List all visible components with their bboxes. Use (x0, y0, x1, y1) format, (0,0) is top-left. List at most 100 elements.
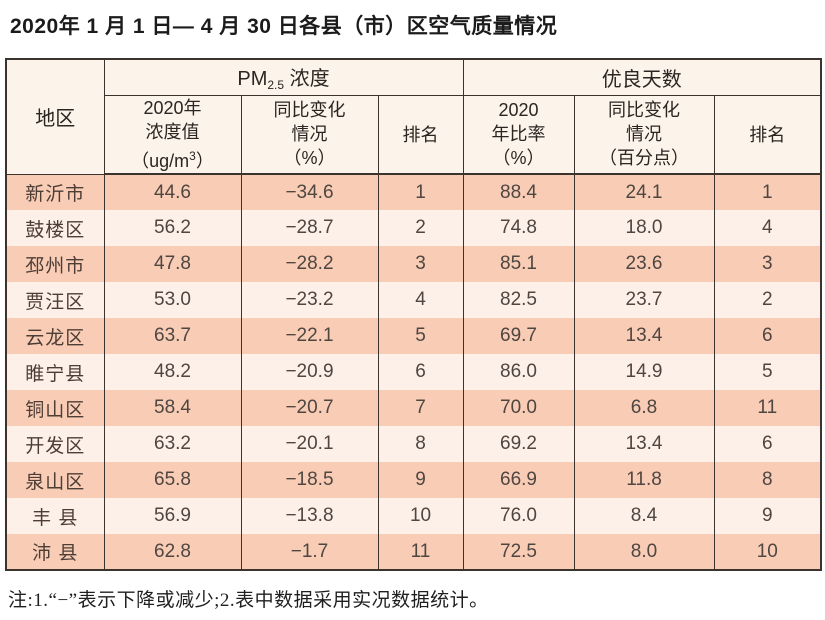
pm-change-cell: −20.1 (240, 426, 379, 462)
ratio-cell: 66.9 (462, 462, 575, 498)
ratio-cell: 72.5 (462, 534, 575, 570)
column-header-day-rank: 排名 (713, 95, 822, 175)
ratio-change-cell: 8.4 (573, 498, 715, 534)
region-cell: 泉山区 (5, 462, 105, 498)
header-line: （%） (492, 148, 545, 169)
pm-change-cell: −23.2 (240, 282, 379, 318)
ratio-cell: 82.5 (462, 282, 575, 318)
table-row: 泉山区 65.8 −18.5 9 66.9 11.8 8 (5, 462, 822, 498)
header-line: 年比率 (491, 124, 546, 145)
pm-rank-cell: 1 (377, 174, 464, 210)
table-row: 铜山区 58.4 −20.7 7 70.0 6.8 11 (5, 390, 822, 426)
header-line: 同比变化 (608, 100, 681, 121)
pm-value-cell: 48.2 (103, 354, 242, 390)
pm-change-cell: −34.6 (240, 174, 379, 210)
ratio-cell: 70.0 (462, 390, 575, 426)
ratio-change-cell: 18.0 (573, 210, 715, 246)
pm-value-cell: 58.4 (103, 390, 242, 426)
header-line: 情况 (291, 124, 328, 145)
day-rank-cell: 6 (713, 426, 822, 462)
pm-rank-cell: 10 (377, 498, 464, 534)
header-line: 2020年 (143, 97, 202, 118)
region-cell: 邳州市 (5, 246, 105, 282)
table-subheader-row: 2020年 浓度值 （ug/m3） 同比变化 情况 （%） 排名 2020 年比… (6, 95, 822, 175)
pm-value-cell: 56.9 (103, 498, 242, 534)
page-title: 2020年 1 月 1 日— 4 月 30 日各县（市）区空气质量情况 (10, 15, 558, 38)
column-header-ratio-change: 同比变化 情况 （百分点） (573, 95, 715, 175)
pm-value-cell: 53.0 (103, 282, 242, 318)
day-rank-cell: 4 (713, 210, 822, 246)
ratio-cell: 74.8 (462, 210, 575, 246)
pm-value-cell: 44.6 (103, 174, 242, 210)
header-line: 浓度值 (145, 121, 200, 142)
region-cell: 开发区 (5, 426, 105, 462)
column-header-ratio: 2020 年比率 （%） (462, 95, 575, 175)
day-rank-cell: 10 (713, 534, 822, 570)
table-row: 睢宁县 48.2 −20.9 6 86.0 14.9 5 (5, 354, 822, 390)
pm-rank-cell: 4 (377, 282, 464, 318)
header-line: （百分点） (599, 148, 690, 169)
region-cell: 铜山区 (5, 390, 105, 426)
day-rank-cell: 11 (713, 390, 822, 426)
ratio-cell: 69.7 (462, 318, 575, 354)
pm-rank-cell: 5 (377, 318, 464, 354)
ratio-change-cell: 23.7 (573, 282, 715, 318)
table-row: 邳州市 47.8 −28.2 3 85.1 23.6 3 (5, 246, 822, 282)
pm-value-cell: 62.8 (103, 534, 242, 570)
ratio-change-cell: 24.1 (573, 174, 715, 210)
day-rank-cell: 8 (713, 462, 822, 498)
header-line: （%） (283, 148, 336, 169)
pm-change-cell: −13.8 (240, 498, 379, 534)
pm-rank-cell: 11 (377, 534, 464, 570)
day-rank-cell: 2 (713, 282, 822, 318)
ratio-change-cell: 13.4 (573, 318, 715, 354)
pm-rank-cell: 2 (377, 210, 464, 246)
column-header-region: 地区 (5, 59, 105, 175)
ratio-change-cell: 14.9 (573, 354, 715, 390)
pm-rank-cell: 6 (377, 354, 464, 390)
header-line: 同比变化 (273, 100, 346, 121)
pm-change-cell: −28.7 (240, 210, 379, 246)
ratio-change-cell: 11.8 (573, 462, 715, 498)
pm-value-cell: 65.8 (103, 462, 242, 498)
column-header-pm-rank: 排名 (377, 95, 464, 175)
region-cell: 睢宁县 (5, 354, 105, 390)
pm-rank-cell: 8 (377, 426, 464, 462)
region-cell: 丰 县 (5, 498, 105, 534)
cubic-superscript: 3 (189, 148, 196, 163)
pm25-subscript: 2.5 (267, 78, 285, 93)
pm-value-cell: 63.7 (103, 318, 242, 354)
table-footnote: 注:1.“−”表示下降或减少;2.表中数据采用实况数据统计。 (8, 590, 489, 611)
pm-change-cell: −18.5 (240, 462, 379, 498)
day-rank-cell: 3 (713, 246, 822, 282)
column-group-pm25: PM2.5 浓度 (103, 59, 464, 96)
column-header-pm-value: 2020年 浓度值 （ug/m3） (103, 95, 242, 175)
pm-value-cell: 56.2 (103, 210, 242, 246)
region-cell: 沛 县 (5, 534, 105, 570)
pm-change-cell: −20.7 (240, 390, 379, 426)
pm25-label: PM (237, 68, 268, 91)
region-cell: 贾汪区 (5, 282, 105, 318)
ratio-cell: 88.4 (462, 174, 575, 210)
ratio-change-cell: 13.4 (573, 426, 715, 462)
region-cell: 新沂市 (5, 174, 105, 210)
day-rank-cell: 6 (713, 318, 822, 354)
ratio-change-cell: 8.0 (573, 534, 715, 570)
pm-value-cell: 63.2 (103, 426, 242, 462)
table-group-header-row: 地区 PM2.5 浓度 优良天数 (5, 59, 822, 175)
ratio-cell: 86.0 (462, 354, 575, 390)
column-header-pm-change: 同比变化 情况 （%） (240, 95, 379, 175)
pm-change-cell: −20.9 (240, 354, 379, 390)
pm-rank-cell: 9 (377, 462, 464, 498)
table-row: 贾汪区 53.0 −23.2 4 82.5 23.7 2 (5, 282, 822, 318)
pm-change-cell: −22.1 (240, 318, 379, 354)
header-line: 2020 (498, 100, 539, 121)
pm-rank-cell: 3 (377, 246, 464, 282)
pm-change-cell: −28.2 (240, 246, 379, 282)
table-row: 鼓楼区 56.2 −28.7 2 74.8 18.0 4 (5, 210, 822, 246)
air-quality-table: 地区 PM2.5 浓度 优良天数 2020年 浓度值 （ug/m3） 同比变化 … (5, 58, 823, 571)
table-row: 开发区 63.2 −20.1 8 69.2 13.4 6 (5, 426, 822, 462)
pm-change-cell: −1.7 (240, 534, 379, 570)
region-cell: 云龙区 (5, 318, 105, 354)
day-rank-cell: 1 (713, 174, 822, 210)
